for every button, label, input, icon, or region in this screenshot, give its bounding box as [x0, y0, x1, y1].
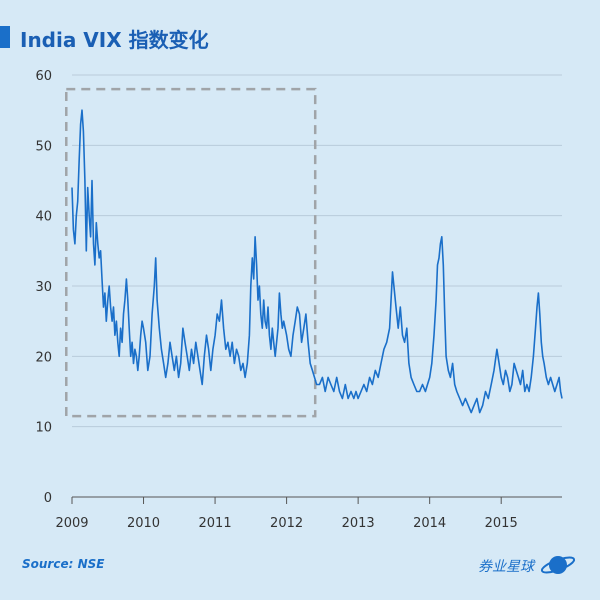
x-tick-label-2014: 2014: [413, 516, 446, 531]
x-tick-label-2010: 2010: [127, 516, 160, 531]
y-tick-label-10: 10: [35, 421, 52, 436]
y-axis-ticks: 0 10 20 30 40 50 60: [35, 69, 52, 506]
x-tick-label-2015: 2015: [485, 516, 518, 531]
grid-lines: [72, 74, 562, 428]
highlight-region-box: [65, 87, 317, 418]
source-note: Source: NSE: [22, 557, 105, 571]
y-tick-label-40: 40: [35, 210, 52, 225]
chart-title: India VIX 指数变化: [20, 28, 209, 52]
vix-series-line: [71, 109, 563, 414]
x-tick-label-2013: 2013: [342, 516, 375, 531]
planet-logo-icon: [540, 556, 576, 574]
y-tick-label-20: 20: [35, 350, 52, 365]
y-tick-label-30: 30: [35, 280, 52, 295]
x-tick-label-2012: 2012: [270, 516, 303, 531]
x-axis: 2009 2010 2011 2012 2013 2014 2015: [55, 496, 562, 531]
x-tick-label-2011: 2011: [199, 516, 232, 531]
y-tick-label-60: 60: [35, 69, 52, 84]
brand-name: 券业星球: [478, 559, 534, 575]
x-tick-label-2009: 2009: [55, 516, 88, 531]
y-tick-label-50: 50: [35, 139, 52, 154]
title-accent-bar: [0, 26, 10, 48]
y-tick-label-0: 0: [44, 491, 52, 506]
